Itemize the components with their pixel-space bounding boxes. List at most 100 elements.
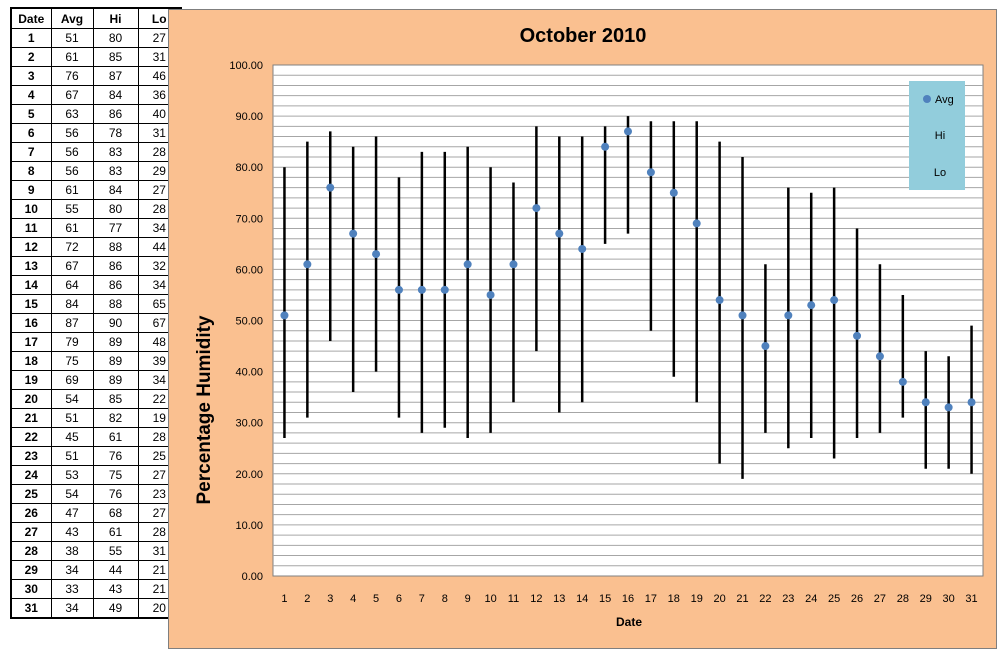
value-cell: 61 [92, 427, 139, 447]
x-tick-label: 20 [713, 593, 725, 605]
table-row: 2 61 85 31 [10, 47, 182, 67]
avg-point [715, 296, 724, 305]
avg-point [784, 311, 793, 320]
date-cell: 8 [10, 161, 52, 181]
table-row: 29 34 44 21 [10, 560, 182, 580]
x-tick-label: 26 [851, 593, 863, 605]
table-row: 17 79 89 48 [10, 332, 182, 352]
y-tick-label: 10.00 [235, 520, 263, 532]
table-row: 9 61 84 27 [10, 180, 182, 200]
data-table: Date Avg Hi Lo 1 51 80 27 2 61 85 31 3 76 87 46 4 67 8… [10, 7, 182, 619]
y-tick-label: 100.00 [229, 60, 263, 72]
date-cell: 1 [10, 28, 52, 48]
date-cell: 31 [10, 598, 52, 619]
date-cell: 13 [10, 256, 52, 276]
value-cell: 47 [50, 503, 94, 523]
value-cell: 80 [92, 28, 139, 48]
legend-box [909, 81, 965, 190]
value-cell: 89 [92, 351, 139, 371]
date-cell: 9 [10, 180, 52, 200]
value-cell: 69 [50, 370, 94, 390]
column-header: Date [10, 7, 52, 29]
table-row: 10 55 80 28 [10, 199, 182, 219]
table-row: 31 34 49 20 [10, 598, 182, 619]
date-cell: 26 [10, 503, 52, 523]
date-cell: 16 [10, 313, 52, 333]
avg-point [532, 204, 541, 213]
x-tick-label: 17 [645, 593, 657, 605]
value-cell: 43 [50, 522, 94, 542]
table-row: 13 67 86 32 [10, 256, 182, 276]
table-row: 1 51 80 27 [10, 28, 182, 48]
y-tick-label: 90.00 [235, 111, 263, 123]
avg-point [486, 290, 495, 299]
x-tick-label: 22 [759, 593, 771, 605]
value-cell: 84 [50, 294, 94, 314]
table-row: 8 56 83 29 [10, 161, 182, 181]
value-cell: 80 [92, 199, 139, 219]
avg-point [761, 342, 770, 351]
value-cell: 77 [92, 218, 139, 238]
x-tick-label: 13 [553, 593, 565, 605]
table-row: 27 43 61 28 [10, 522, 182, 542]
date-cell: 28 [10, 541, 52, 561]
x-axis-label: Date [616, 615, 642, 629]
x-tick-label: 10 [484, 593, 496, 605]
avg-point [372, 250, 381, 259]
y-tick-label: 20.00 [235, 469, 263, 481]
value-cell: 55 [92, 541, 139, 561]
legend-entry-avg: Avg [935, 94, 954, 106]
value-cell: 84 [92, 85, 139, 105]
date-cell: 22 [10, 427, 52, 447]
y-axis-ticks: 0.00 10.00 20.00 30.00 40.00 50.00 60.00 70.00 8… [229, 60, 263, 583]
value-cell: 89 [92, 370, 139, 390]
table-row: 4 67 84 36 [10, 85, 182, 105]
date-cell: 30 [10, 579, 52, 599]
x-tick-label: 9 [465, 593, 471, 605]
value-cell: 75 [50, 351, 94, 371]
table-row: 14 64 86 34 [10, 275, 182, 295]
value-cell: 61 [50, 218, 94, 238]
avg-point [944, 403, 953, 412]
avg-point [830, 296, 839, 305]
x-tick-label: 14 [576, 593, 588, 605]
y-tick-label: 50.00 [235, 316, 263, 328]
x-tick-label: 3 [327, 593, 333, 605]
table-row: 23 51 76 25 [10, 446, 182, 466]
x-tick-label: 8 [442, 593, 448, 605]
value-cell: 79 [50, 332, 94, 352]
value-cell: 76 [92, 446, 139, 466]
avg-point [967, 398, 976, 407]
date-cell: 19 [10, 370, 52, 390]
x-tick-label: 31 [965, 593, 977, 605]
x-tick-label: 11 [508, 593, 519, 605]
table-row: 28 38 55 31 [10, 541, 182, 561]
value-cell: 85 [92, 389, 139, 409]
date-cell: 4 [10, 85, 52, 105]
avg-points [280, 127, 976, 412]
date-cell: 3 [10, 66, 52, 86]
date-cell: 27 [10, 522, 52, 542]
date-cell: 21 [10, 408, 52, 428]
y-tick-label: 0.00 [242, 571, 263, 583]
table-row: 12 72 88 44 [10, 237, 182, 257]
table-row: 26 47 68 27 [10, 503, 182, 523]
legend-entry-hi: Hi [935, 130, 945, 142]
legend-avg-marker [923, 95, 931, 103]
table-row: 30 33 43 21 [10, 579, 182, 599]
date-cell: 14 [10, 275, 52, 295]
value-cell: 38 [50, 541, 94, 561]
chart-title: October 2010 [520, 25, 647, 47]
y-tick-label: 70.00 [235, 213, 263, 225]
table-row: 5 63 86 40 [10, 104, 182, 124]
table-header-row: Date Avg Hi Lo [10, 7, 182, 29]
avg-point [417, 285, 426, 294]
value-cell: 56 [50, 123, 94, 143]
value-cell: 67 [50, 256, 94, 276]
value-cell: 34 [50, 560, 94, 580]
avg-point [578, 244, 587, 253]
value-cell: 88 [92, 294, 139, 314]
x-tick-label: 29 [920, 593, 932, 605]
y-axis-label: Percentage Humidity [194, 315, 215, 504]
value-cell: 86 [92, 104, 139, 124]
